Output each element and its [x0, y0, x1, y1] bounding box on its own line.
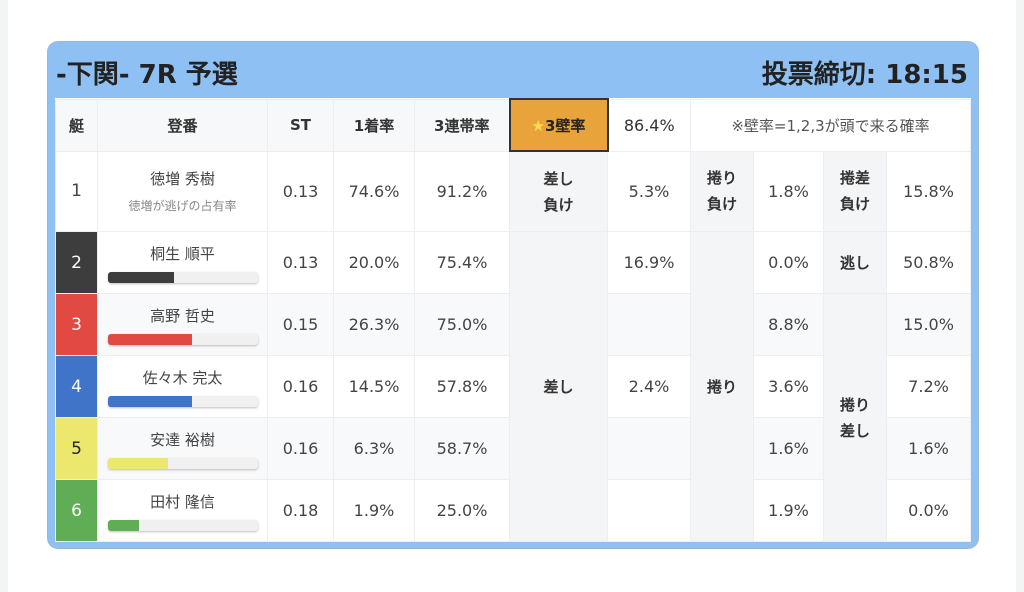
nige-label: 逃し	[823, 231, 887, 294]
win-rate: 1.9%	[333, 479, 415, 542]
top3-rate: 57.8%	[414, 355, 510, 418]
rate-bar-fill	[107, 457, 168, 469]
racer-name: 安達 裕樹	[150, 430, 215, 449]
makuri-value: 8.8%	[753, 293, 824, 356]
kabe-value: 86.4%	[607, 98, 691, 152]
race-table: 艇 登番 ST 1着率 3連帯率 ★3壁率 86.4% ※壁率=1,2,3が頭で…	[55, 98, 971, 542]
last-value: 15.0%	[886, 293, 971, 356]
sashi-value	[607, 417, 691, 480]
table-row: 1 徳増 秀樹 徳増が逃げの占有率 0.13 74.6% 91.2% 差し 負け…	[55, 150, 971, 232]
top3-rate: 91.2%	[414, 150, 510, 232]
racer-cell: 桐生 順平	[97, 231, 268, 294]
col-top3: 3連帯率	[414, 98, 510, 152]
racer-name: 佐々木 完太	[142, 368, 223, 387]
last-value: 50.8%	[886, 231, 971, 294]
racer-name: 徳増 秀樹	[150, 170, 215, 189]
racer-name: 高野 哲史	[150, 306, 215, 325]
win-rate: 74.6%	[333, 150, 415, 232]
kabe-note: ※壁率=1,2,3が頭で来る確率	[690, 98, 971, 152]
racer-cell: 安達 裕樹	[97, 417, 268, 480]
rate-bar-fill	[107, 271, 174, 283]
sashi-value	[607, 293, 691, 356]
race-card: -下関- 7R 予選 投票締切: 18:15 艇 登番 ST 1着率 3連帯率 …	[48, 42, 978, 548]
boat-number: 4	[55, 355, 98, 418]
col-reg: 登番	[97, 98, 268, 152]
top3-rate: 58.7%	[414, 417, 510, 480]
st-value: 0.18	[267, 479, 334, 542]
makurisashi-label: 捲り 差し	[823, 293, 887, 542]
last-value: 1.6%	[886, 417, 971, 480]
last-value: 7.2%	[886, 355, 971, 418]
st-value: 0.13	[267, 231, 334, 294]
race-title: -下関- 7R 予選	[56, 60, 238, 90]
racer-cell: 徳増 秀樹 徳増が逃げの占有率	[97, 150, 268, 232]
star-icon: ★	[531, 116, 545, 135]
col-boat: 艇	[55, 98, 98, 152]
sashi-make-label: 差し 負け	[509, 150, 608, 232]
rate-bar	[107, 457, 258, 469]
racer-name: 田村 隆信	[150, 492, 215, 511]
racer-name: 桐生 順平	[150, 244, 215, 263]
rate-bar-fill	[107, 333, 192, 345]
last-value: 0.0%	[886, 479, 971, 542]
table-row: 6 田村 隆信 0.18 1.9% 25.0% 1.9% 0.0%	[55, 479, 971, 542]
col-st: ST	[267, 98, 334, 152]
makuri-label: 捲り	[690, 231, 754, 542]
boat-number: 5	[55, 417, 98, 480]
win-rate: 14.5%	[333, 355, 415, 418]
top3-rate: 25.0%	[414, 479, 510, 542]
top3-rate: 75.4%	[414, 231, 510, 294]
rate-bar-fill	[107, 519, 139, 531]
kabe-label: 3壁率	[545, 116, 586, 135]
table-row: 5 安達 裕樹 0.16 6.3% 58.7% 1.6% 1.6%	[55, 417, 971, 480]
col-kabe: ★3壁率	[508, 98, 609, 152]
makuri-value: 3.6%	[753, 355, 824, 418]
sashi-value: 16.9%	[607, 231, 691, 294]
racer-cell: 佐々木 完太	[97, 355, 268, 418]
boat-number: 1	[55, 150, 98, 232]
boat-number: 2	[55, 231, 98, 294]
rate-bar-fill	[107, 395, 192, 407]
rate-bar	[107, 333, 258, 345]
boat-number: 6	[55, 479, 98, 542]
st-value: 0.16	[267, 355, 334, 418]
st-value: 0.15	[267, 293, 334, 356]
makurisashi-make-label: 捲差 負け	[823, 150, 887, 232]
rate-bar	[107, 519, 258, 531]
vote-deadline: 投票締切: 18:15	[761, 60, 968, 90]
header-row: 艇 登番 ST 1着率 3連帯率 ★3壁率 86.4% ※壁率=1,2,3が頭で…	[55, 98, 971, 152]
rate-bar	[107, 271, 258, 283]
right-edge	[1016, 0, 1024, 592]
boat-number: 3	[55, 293, 98, 356]
col-win: 1着率	[333, 98, 415, 152]
sashi-label: 差し	[509, 231, 608, 542]
makuri-value: 1.6%	[753, 417, 824, 480]
win-rate: 20.0%	[333, 231, 415, 294]
sashi-make-value: 5.3%	[607, 150, 691, 232]
win-rate: 6.3%	[333, 417, 415, 480]
st-value: 0.16	[267, 417, 334, 480]
table-row: 3 高野 哲史 0.15 26.3% 75.0% 8.8% 捲り 差し 15.0%	[55, 293, 971, 542]
sashi-value	[607, 479, 691, 542]
table-row: 2 桐生 順平 0.13 20.0% 75.4% 差し 16.9% 捲り 0.0% 逃し 50.8%	[55, 231, 971, 542]
win-rate: 26.3%	[333, 293, 415, 356]
rate-bar	[107, 395, 258, 407]
makuri-make-label: 捲り 負け	[690, 150, 754, 232]
makuri-make-value: 1.8%	[753, 150, 824, 232]
makuri-value: 1.9%	[753, 479, 824, 542]
race-header: -下関- 7R 予選 投票締切: 18:15	[48, 42, 978, 98]
makurisashi-make-value: 15.8%	[886, 150, 971, 232]
top3-rate: 75.0%	[414, 293, 510, 356]
sashi-value: 2.4%	[607, 355, 691, 418]
makuri-value: 0.0%	[753, 231, 824, 294]
racer-cell: 高野 哲史	[97, 293, 268, 356]
st-value: 0.13	[267, 150, 334, 232]
racer-subtitle: 徳増が逃げの占有率	[128, 199, 237, 214]
left-edge	[0, 0, 8, 592]
racer-cell: 田村 隆信	[97, 479, 268, 542]
